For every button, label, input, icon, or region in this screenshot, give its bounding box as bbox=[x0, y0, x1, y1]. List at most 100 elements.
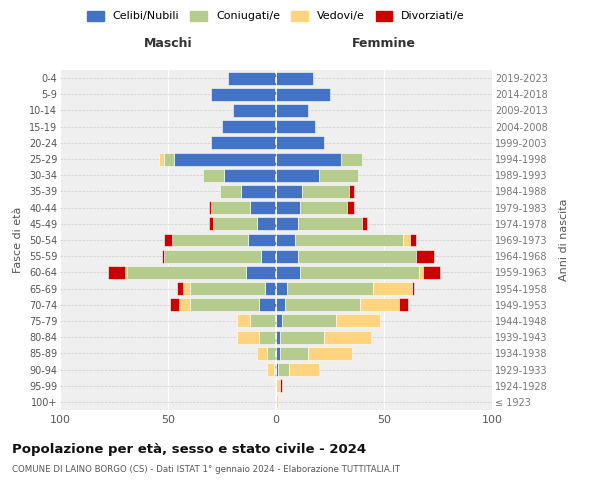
Bar bbox=[300, 201, 347, 214]
Bar bbox=[276, 88, 330, 101]
Bar bbox=[172, 234, 248, 246]
Bar bbox=[284, 298, 360, 311]
Bar bbox=[265, 282, 276, 295]
Bar bbox=[298, 218, 362, 230]
Bar bbox=[259, 298, 276, 311]
Bar bbox=[283, 314, 337, 328]
Bar bbox=[276, 169, 319, 181]
Bar bbox=[276, 347, 280, 360]
Bar bbox=[237, 314, 250, 328]
Bar bbox=[190, 282, 265, 295]
Bar bbox=[250, 201, 276, 214]
Bar bbox=[250, 314, 276, 328]
Bar bbox=[164, 250, 261, 262]
Bar bbox=[203, 169, 224, 181]
Bar bbox=[214, 218, 257, 230]
Bar bbox=[209, 201, 211, 214]
Bar bbox=[276, 250, 298, 262]
Bar bbox=[211, 136, 276, 149]
Bar bbox=[276, 396, 278, 408]
Bar bbox=[337, 314, 380, 328]
Bar bbox=[278, 363, 289, 376]
Bar bbox=[280, 330, 323, 344]
Bar bbox=[276, 282, 287, 295]
Bar bbox=[161, 250, 164, 262]
Bar bbox=[412, 282, 414, 295]
Bar bbox=[280, 347, 308, 360]
Text: Femmine: Femmine bbox=[352, 37, 416, 50]
Bar bbox=[241, 185, 276, 198]
Bar bbox=[268, 347, 276, 360]
Bar bbox=[276, 120, 315, 133]
Bar bbox=[224, 169, 276, 181]
Bar bbox=[209, 218, 214, 230]
Bar bbox=[403, 234, 410, 246]
Bar bbox=[276, 218, 298, 230]
Bar bbox=[276, 136, 323, 149]
Bar bbox=[319, 169, 358, 181]
Bar bbox=[127, 266, 246, 279]
Bar bbox=[280, 379, 283, 392]
Bar bbox=[289, 363, 319, 376]
Bar bbox=[257, 218, 276, 230]
Bar bbox=[298, 250, 416, 262]
Bar bbox=[349, 185, 354, 198]
Text: Popolazione per età, sesso e stato civile - 2024: Popolazione per età, sesso e stato civil… bbox=[12, 442, 366, 456]
Bar bbox=[268, 363, 274, 376]
Bar bbox=[222, 120, 276, 133]
Bar bbox=[220, 185, 241, 198]
Bar bbox=[373, 282, 412, 295]
Bar bbox=[360, 298, 399, 311]
Bar bbox=[107, 266, 125, 279]
Y-axis label: Anni di nascita: Anni di nascita bbox=[559, 198, 569, 281]
Bar bbox=[362, 218, 367, 230]
Bar bbox=[259, 330, 276, 344]
Bar bbox=[246, 266, 276, 279]
Text: Maschi: Maschi bbox=[143, 37, 193, 50]
Legend: Celibi/Nubili, Coniugati/e, Vedovi/e, Divorziati/e: Celibi/Nubili, Coniugati/e, Vedovi/e, Di… bbox=[87, 10, 465, 22]
Bar bbox=[276, 185, 302, 198]
Bar bbox=[257, 347, 268, 360]
Bar bbox=[276, 152, 341, 166]
Bar bbox=[287, 282, 373, 295]
Bar bbox=[276, 363, 278, 376]
Bar bbox=[308, 347, 352, 360]
Bar bbox=[179, 298, 190, 311]
Bar bbox=[211, 201, 250, 214]
Bar bbox=[419, 266, 423, 279]
Bar bbox=[302, 185, 349, 198]
Bar bbox=[276, 266, 300, 279]
Bar bbox=[261, 250, 276, 262]
Bar bbox=[276, 201, 300, 214]
Bar bbox=[164, 152, 175, 166]
Bar bbox=[276, 330, 280, 344]
Bar bbox=[183, 282, 190, 295]
Bar bbox=[341, 152, 362, 166]
Bar bbox=[248, 234, 276, 246]
Bar bbox=[175, 152, 276, 166]
Bar bbox=[399, 298, 408, 311]
Bar bbox=[276, 234, 295, 246]
Bar bbox=[323, 330, 371, 344]
Bar bbox=[190, 298, 259, 311]
Bar bbox=[160, 152, 164, 166]
Bar bbox=[233, 104, 276, 117]
Bar bbox=[274, 363, 276, 376]
Bar bbox=[176, 282, 183, 295]
Bar bbox=[237, 330, 259, 344]
Bar bbox=[410, 234, 416, 246]
Bar bbox=[276, 379, 280, 392]
Bar bbox=[276, 104, 308, 117]
Bar bbox=[347, 201, 354, 214]
Text: COMUNE DI LAINO BORGO (CS) - Dati ISTAT 1° gennaio 2024 - Elaborazione TUTTITALI: COMUNE DI LAINO BORGO (CS) - Dati ISTAT … bbox=[12, 465, 400, 474]
Bar bbox=[125, 266, 127, 279]
Bar bbox=[170, 298, 179, 311]
Bar bbox=[295, 234, 403, 246]
Bar bbox=[276, 72, 313, 85]
Bar bbox=[229, 72, 276, 85]
Bar bbox=[211, 88, 276, 101]
Bar bbox=[423, 266, 440, 279]
Bar bbox=[164, 234, 172, 246]
Bar bbox=[300, 266, 419, 279]
Y-axis label: Fasce di età: Fasce di età bbox=[13, 207, 23, 273]
